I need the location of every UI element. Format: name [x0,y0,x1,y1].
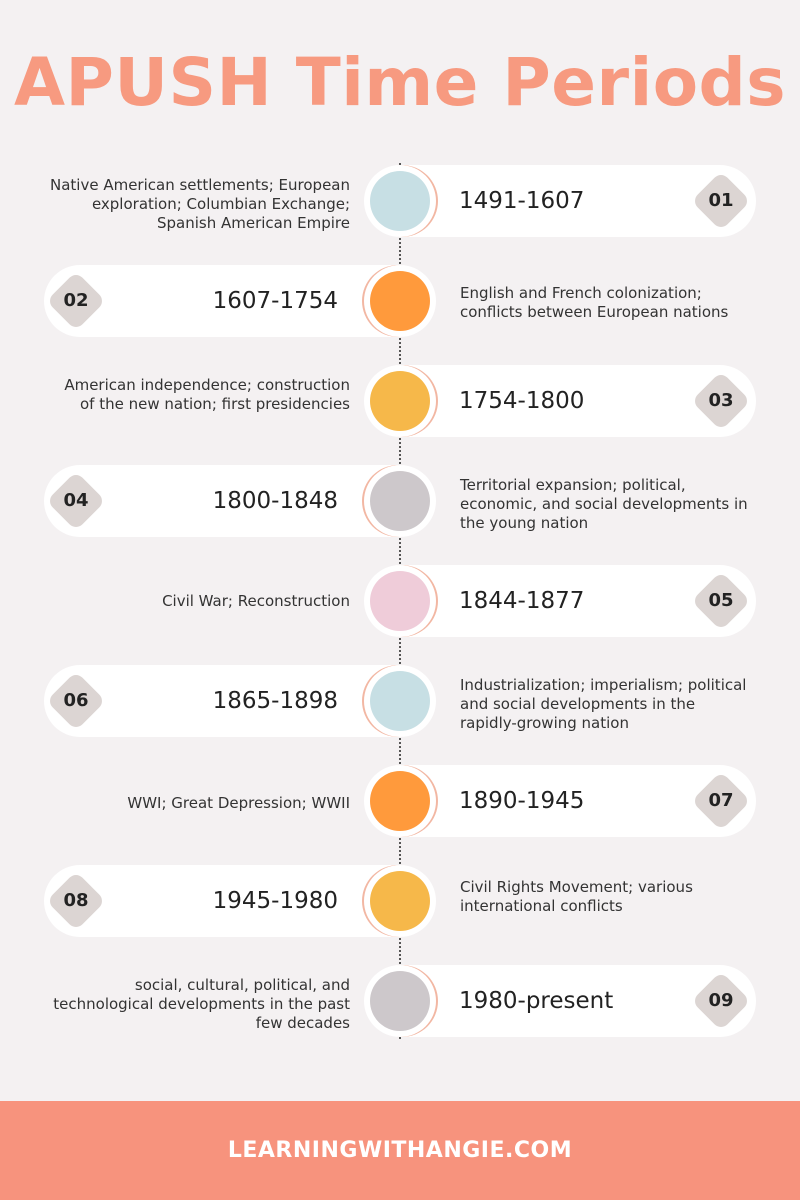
period-number: 08 [63,890,89,911]
period-marker [364,665,436,737]
period-number: 02 [63,290,89,311]
period-number-badge: 06 [46,671,106,731]
footer-website-text[interactable]: LEARNINGWITHANGIE.COM [227,1138,573,1163]
period-description: social, cultural, political, and technol… [53,976,350,1032]
period-marker [364,565,436,637]
period-description: English and French colonization; conflic… [460,284,729,321]
period-date-range: 1607-1754 [212,288,338,314]
period-color-dot [370,971,430,1031]
period-number-badge: 09 [691,971,751,1031]
period-number: 04 [63,490,89,511]
period-number-badge: 01 [691,171,751,231]
period-number: 03 [708,390,734,411]
period-marker [364,365,436,437]
period-color-dot [370,871,430,931]
period-color-dot [370,471,430,531]
period-date-range: 1754-1800 [459,388,585,414]
period-marker [364,165,436,237]
period-number: 01 [708,190,734,211]
period-date-range: 1800-1848 [212,488,338,514]
period-description: Civil Rights Movement; various internati… [460,878,693,915]
period-color-dot [370,271,430,331]
timeline: 1491-1607 01 Native American settlements; … [44,163,756,1039]
period-number: 06 [63,690,89,711]
period-marker [364,265,436,337]
period-color-dot [370,771,430,831]
period-07-card: 1890-1945 07 [404,765,756,837]
period-description: WWI; Great Depression; WWII [127,794,350,812]
period-marker [364,765,436,837]
period-description: American independence; construction of t… [64,376,350,413]
period-03-card: 1754-1800 03 [404,365,756,437]
period-number: 07 [708,790,734,811]
period-date-range: 1980-present [459,988,614,1014]
period-description: Industrialization; imperialism; politica… [460,676,747,732]
period-06-card: 1865-1898 06 [44,665,396,737]
period-number: 09 [708,990,734,1011]
period-02-card: 1607-1754 02 [44,265,396,337]
period-date-range: 1945-1980 [212,888,338,914]
period-01-card: 1491-1607 01 [404,165,756,237]
period-marker [364,965,436,1037]
period-date-range: 1865-1898 [212,688,338,714]
period-date-range: 1844-1877 [459,588,585,614]
period-description: Native American settlements; European ex… [50,176,350,232]
period-color-dot [370,671,430,731]
period-number-badge: 02 [46,271,106,331]
period-color-dot [370,171,430,231]
period-number: 05 [708,590,734,611]
period-09-card: 1980-present 09 [404,965,756,1037]
footer-banner: LEARNINGWITHANGIE.COM [0,1101,800,1200]
period-marker [364,465,436,537]
period-description: Territorial expansion; political, econom… [460,476,748,532]
period-number-badge: 05 [691,571,751,631]
period-number-badge: 04 [46,471,106,531]
period-date-range: 1491-1607 [459,188,585,214]
page-title: APUSH Time Periods [13,44,787,121]
period-04-card: 1800-1848 04 [44,465,396,537]
period-color-dot [370,571,430,631]
period-marker [364,865,436,937]
period-number-badge: 08 [46,871,106,931]
period-08-card: 1945-1980 08 [44,865,396,937]
period-number-badge: 03 [691,371,751,431]
period-date-range: 1890-1945 [459,788,585,814]
period-description: Civil War; Reconstruction [162,592,350,610]
period-number-badge: 07 [691,771,751,831]
period-color-dot [370,371,430,431]
period-05-card: 1844-1877 05 [404,565,756,637]
